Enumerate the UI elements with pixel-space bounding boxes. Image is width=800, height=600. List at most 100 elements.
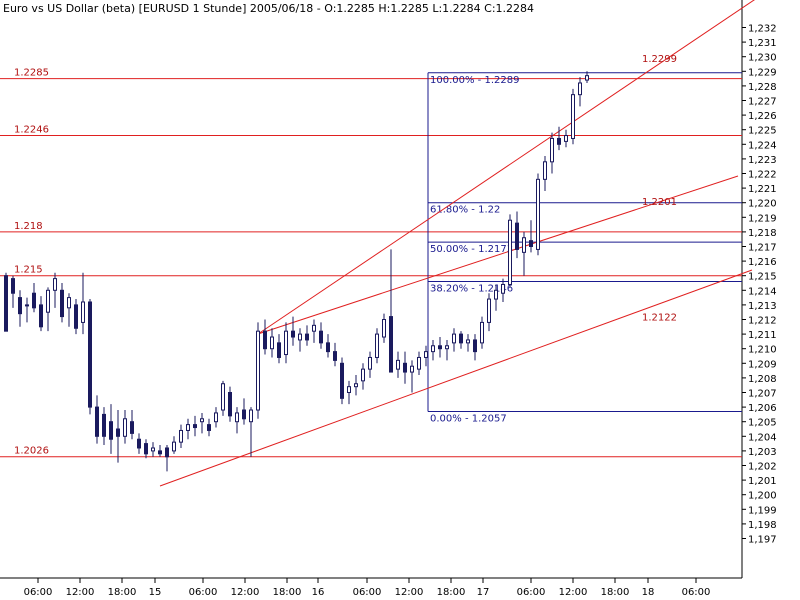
y-tick-label: 1,202 bbox=[748, 462, 777, 473]
trendline-label: 1.2299 bbox=[642, 54, 677, 65]
x-tick-label: 15 bbox=[149, 587, 162, 598]
candle-body bbox=[403, 362, 407, 373]
level-label: 1.2246 bbox=[14, 125, 49, 136]
y-tick-label: 1,216 bbox=[748, 257, 777, 268]
y-tick-label: 1,227 bbox=[748, 97, 777, 108]
candle-body bbox=[137, 438, 141, 449]
candle-body bbox=[550, 137, 554, 163]
candle-body bbox=[424, 351, 428, 358]
candle-body bbox=[557, 137, 561, 145]
trendline-label: 1.2122 bbox=[642, 313, 677, 324]
y-tick-label: 1,207 bbox=[748, 389, 777, 400]
fibonacci-levels: 100.00% - 1.2289 61.80% - 1.22 50.00% - 1.… bbox=[427, 72, 742, 424]
candle-body bbox=[438, 345, 442, 350]
level-label: 1.218 bbox=[14, 221, 43, 232]
candle-body bbox=[207, 424, 211, 431]
candle-body bbox=[564, 135, 568, 142]
candles bbox=[4, 71, 589, 472]
candle-body bbox=[347, 386, 351, 394]
fib-label: 50.00% - 1.2173 bbox=[430, 244, 513, 255]
y-tick-label: 1,206 bbox=[748, 403, 777, 414]
candle-body bbox=[151, 447, 155, 452]
y-tick-label: 1,208 bbox=[748, 374, 777, 385]
level-label: 1.2026 bbox=[14, 446, 49, 457]
candle-body bbox=[340, 362, 344, 399]
candle-body bbox=[116, 428, 120, 437]
candle-body bbox=[88, 301, 92, 408]
candle-body bbox=[277, 342, 281, 358]
y-tick-label: 1,215 bbox=[748, 272, 777, 283]
y-tick-label: 1,226 bbox=[748, 111, 777, 122]
candle-body bbox=[494, 289, 498, 300]
y-tick-label: 1,218 bbox=[748, 228, 777, 239]
candle-body bbox=[361, 368, 365, 382]
candle-body bbox=[4, 275, 8, 332]
candle-body bbox=[53, 278, 57, 291]
candle-body bbox=[571, 94, 575, 139]
candle-body bbox=[228, 392, 232, 417]
y-tick-label: 1,198 bbox=[748, 520, 777, 531]
candle-body bbox=[515, 222, 519, 250]
candle-body bbox=[417, 356, 421, 370]
x-tick-label: 16 bbox=[312, 587, 325, 598]
upper-trendline bbox=[257, 0, 755, 335]
y-tick-label: 1,231 bbox=[748, 38, 777, 49]
candle-body bbox=[480, 321, 484, 344]
candle-body bbox=[382, 319, 386, 338]
candle-body bbox=[578, 82, 582, 96]
candle-body bbox=[333, 351, 337, 361]
x-tick-label: 06:00 bbox=[353, 587, 382, 598]
y-tick-label: 1,210 bbox=[748, 345, 777, 356]
candle-body bbox=[445, 345, 449, 350]
y-tick-label: 1,228 bbox=[748, 82, 777, 93]
y-tick-label: 1,200 bbox=[748, 491, 777, 502]
middle-trendline bbox=[257, 175, 739, 335]
y-tick-label: 1,197 bbox=[748, 535, 777, 546]
x-tick-label: 06:00 bbox=[189, 587, 218, 598]
fib-label: 0.00% - 1.2057 bbox=[430, 413, 507, 424]
x-axis: 06:00 12:00 18:00 15 06:00 12:00 18:00 16 06:00 1… bbox=[24, 578, 711, 598]
y-tick-label: 1,199 bbox=[748, 505, 777, 516]
candle-body bbox=[165, 447, 169, 458]
candle-body bbox=[396, 359, 400, 370]
candle-body bbox=[109, 421, 113, 440]
candle-body bbox=[32, 292, 36, 309]
y-tick-label: 1,209 bbox=[748, 359, 777, 370]
y-tick-label: 1,232 bbox=[748, 24, 777, 35]
candle-body bbox=[81, 301, 85, 323]
y-tick-label: 1,223 bbox=[748, 155, 777, 166]
level-label: 1.215 bbox=[14, 265, 43, 276]
candle-body bbox=[312, 324, 316, 332]
candle-body bbox=[410, 365, 414, 373]
candle-body bbox=[158, 450, 162, 455]
candle-body bbox=[39, 304, 43, 328]
y-tick-label: 1,213 bbox=[748, 301, 777, 312]
candle-body bbox=[326, 342, 330, 353]
candle-body bbox=[305, 333, 309, 341]
y-tick-label: 1,217 bbox=[748, 243, 777, 254]
y-tick-label: 1,211 bbox=[748, 330, 777, 341]
candle-body bbox=[543, 161, 547, 180]
x-tick-label: 18:00 bbox=[437, 587, 466, 598]
x-tick-label: 06:00 bbox=[24, 587, 53, 598]
x-tick-label: 12:00 bbox=[395, 587, 424, 598]
candle-body bbox=[193, 424, 197, 429]
y-tick-label: 1,221 bbox=[748, 184, 777, 195]
lower-trendline bbox=[159, 269, 753, 487]
candle-body bbox=[11, 278, 15, 294]
candle-body bbox=[508, 219, 512, 285]
candle-body bbox=[536, 178, 540, 250]
candle-body bbox=[214, 412, 218, 423]
candle-body bbox=[256, 330, 260, 411]
level-label: 1.2285 bbox=[14, 68, 49, 79]
candle-body bbox=[459, 333, 463, 344]
candle-body bbox=[46, 289, 50, 313]
x-tick-label: 06:00 bbox=[682, 587, 711, 598]
candle-body bbox=[473, 339, 477, 353]
candle-body bbox=[291, 330, 295, 338]
candle-body bbox=[501, 283, 505, 294]
candle-body bbox=[200, 418, 204, 423]
candle-body bbox=[235, 412, 239, 423]
candle-body bbox=[431, 345, 435, 353]
x-tick-label: 12:00 bbox=[559, 587, 588, 598]
